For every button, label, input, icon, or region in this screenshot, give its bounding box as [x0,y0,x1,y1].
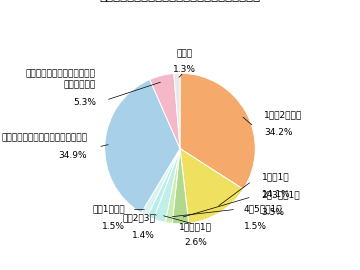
Text: 月に2～3回: 月に2～3回 [122,213,155,222]
Text: 2～3日に1回: 2～3日に1回 [261,190,300,199]
Text: 1.4%: 1.4% [132,231,155,240]
Text: 1.5%: 1.5% [244,222,267,231]
Text: 携帯電話・スマートフォンは
持っていない: 携帯電話・スマートフォンは 持っていない [26,70,96,89]
Wedge shape [153,148,180,222]
Wedge shape [105,80,180,213]
Wedge shape [180,73,255,189]
Text: 月に1回以下: 月に1回以下 [93,204,125,213]
Text: 4～5日に1回: 4～5日に1回 [244,204,282,213]
Text: 3.5%: 3.5% [261,208,284,217]
Wedge shape [147,148,180,219]
Text: 34.2%: 34.2% [264,128,293,137]
Text: 暑つぶしの手段としては利用しない: 暑つぶしの手段としては利用しない [1,133,87,142]
Wedge shape [165,148,180,223]
Wedge shape [180,148,243,223]
Wedge shape [150,73,180,148]
Wedge shape [172,148,189,224]
Wedge shape [174,73,180,148]
Text: 1日に2回以上: 1日に2回以上 [264,110,302,119]
Text: 34.9%: 34.9% [58,151,87,160]
Text: 1日に1回: 1日に1回 [261,172,289,181]
Wedge shape [141,148,180,216]
Title: 暑な時間に、携帯電話・スマートフォンを使う頻度: 暑な時間に、携帯電話・スマートフォンを使う頻度 [99,0,261,3]
Text: 1週間に1回: 1週間に1回 [179,222,212,231]
Text: 5.3%: 5.3% [73,98,96,107]
Text: 2.6%: 2.6% [185,238,207,247]
Text: 14.1%: 14.1% [261,190,290,199]
Text: 無回答: 無回答 [176,49,193,58]
Text: 1.5%: 1.5% [102,222,125,231]
Text: 1.3%: 1.3% [173,65,196,74]
